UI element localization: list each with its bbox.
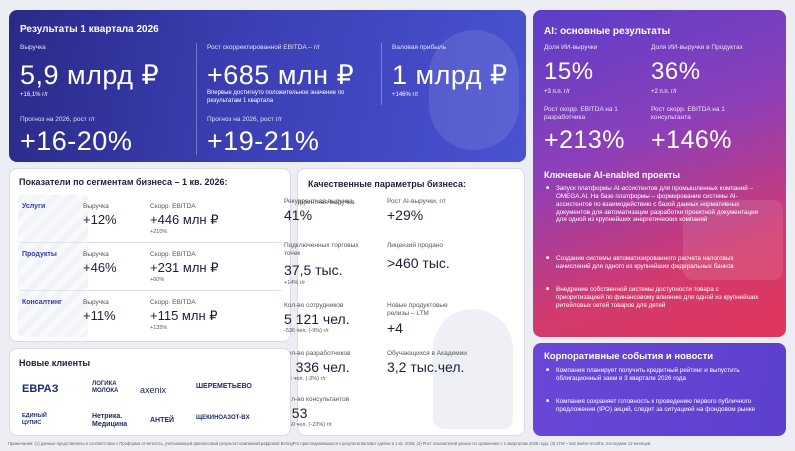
segment-rev-label: Выручка [83,251,109,258]
segment-ebitda-label: Скорр. EBITDA [150,299,196,306]
corporate-item: Компания сохраняет готовность к проведен… [546,398,756,414]
points-label: Подключенных торговых точек [284,242,359,257]
decor-rocket-icon [433,309,513,429]
releases-value: +4 [387,320,403,336]
client-logo: Нетрика. Медицина [92,413,128,428]
segment-rev-label: Выручка [83,299,109,306]
gross-label: Валовая прибыль [392,44,447,51]
ai-results-card: AI: основные результаты Доля ИИ-выручки … [533,10,786,337]
segment-ebitda-value: +115 млн ₽ [150,308,218,323]
corporate-card: Корпоративные события и новости Компания… [533,343,786,436]
segment-rev-value: +12% [83,212,117,227]
licenses-label: Лицензий продано [387,242,444,249]
segment-ebitda-value: +446 млн ₽ [150,212,219,227]
ai-cons-label: Рост скорр. EBITDA на 1 консультанта [651,106,725,121]
ai-project-item: Запуск платформы AI-ассистентов для пром… [546,185,766,224]
ai-products-value: 36% [651,58,701,85]
divider [381,43,382,105]
ai-projects-title: Ключевые AI-enabled проекты [544,170,681,180]
recurring-label: Рекуррентная выручка [297,199,355,206]
ebitda-value: +685 млн ₽ [207,60,355,90]
points-growth: +14% г/г [284,280,306,286]
devs-value: 3 336 чел. [284,359,350,375]
segment-ebitda-label: Скорр. EBITDA [150,203,196,210]
staff-value: 5 121 чел. [284,311,350,327]
quality-card: Качественные параметры бизнеса: Рекуррен… [297,168,525,436]
ai-share-growth: +3 п.п. г/г [544,89,571,95]
segments-title: Показатели по сегментам бизнеса – 1 кв. … [19,177,228,187]
points-value: 37,5 тыс. [284,262,343,278]
ai-project-item: Создание системы автоматизированного рас… [546,255,761,271]
client-logo: АНТЕЙ [150,417,175,424]
segment-name: Продукты [22,251,57,258]
forecast-ebitda-value: +19-21% [207,126,320,156]
client-logo: ЕДИНЫЙ ЦУПИС [22,413,47,426]
forecast-revenue-value: +16-20% [20,126,133,156]
q1-title: Результаты 1 квартала 2026 [20,24,159,35]
revenue-growth: +16,1% г/г [20,92,49,98]
academy-value: 3,2 тыс.чел. [387,359,465,375]
quality-title: Качественные параметры бизнеса: [308,179,466,189]
corporate-title: Корпоративные события и новости [544,351,714,362]
clients-card: Новые клиенты ЕВРАЗ ЛОГИКА МОЛОКА axenix… [9,348,291,436]
ai-growth-label: Рост AI-выручки, г/г [387,198,446,205]
releases-label: Новые продуктовые релизы – LTM [387,302,448,317]
segment-ebitda-label: Скорр. EBITDA [150,251,196,258]
ai-dev-label: Рост скорр. EBITDA на 1 разработчика [544,106,618,121]
segment-name: Услуги [22,203,46,210]
decor-letters [18,195,88,337]
forecast-ebitda-label: Прогноз на 2026, рост г/г [207,116,283,123]
segment-name: Консалтинг [22,299,62,306]
segments-card: Показатели по сегментам бизнеса – 1 кв. … [9,168,291,342]
q1-results-card: Результаты 1 квартала 2026 Выручка 5,9 м… [9,10,526,162]
segment-rev-value: +46% [83,260,117,275]
ebitda-note: Впервые достигнуто положительное значени… [207,90,345,104]
client-logo: ЕВРАЗ [22,383,59,395]
client-logo: ЛОГИКА МОЛОКА [92,381,119,394]
staff-growth: -536 чел. (-9%) г/г [284,328,330,334]
decor-ruble-icon [429,30,519,150]
consultants-label: Кол-во консультантов [284,396,350,403]
devs-label: Кол-во разработчиков [284,350,351,357]
footnote: Примечания: (1) данные представлены в со… [8,441,652,446]
revenue-value: 5,9 млрд ₽ [20,60,160,90]
segment-rev-value: +11% [83,308,116,323]
ai-share-value: 15% [544,58,594,85]
clients-title: Новые клиенты [19,358,91,368]
client-logo: ЩЕКИНОАЗОТ-BX [196,415,250,421]
ai-dev-value: +213% [544,126,626,154]
divider [196,43,197,155]
academy-label: Обучающихся в Академии [387,350,467,357]
revenue-label: Выручка [20,44,46,51]
gross-growth: +146% г/г [392,92,419,98]
consultants-growth: -160 чел. (-23%) г/г [284,422,333,428]
client-logo: ШЕРЕМЕТЬЕВО [196,383,252,390]
corporate-item: Компания планирует получить кредитный ре… [546,367,756,383]
ai-growth-value: +29% [387,207,424,223]
ai-products-label: Доля ИИ-выручки в Продуктах [651,44,743,51]
ai-products-growth: +2 п.п. г/г [651,89,678,95]
client-logo: axenix [140,385,167,395]
staff-label: Кол-во сотрудников [284,302,344,309]
segment-ebitda-growth: +210% [150,229,168,235]
gross-value: 1 млрд ₽ [392,60,508,90]
divider [20,290,282,291]
devs-growth: -96 чел. (-3%) г/г [284,376,326,382]
forecast-revenue-label: Прогноз на 2026, рост г/г [20,116,96,123]
recurring-label: Рекуррентная выручка [284,198,353,205]
segment-ebitda-value: +231 млн ₽ [150,260,219,275]
segment-rev-label: Выручка [83,203,109,210]
ai-cons-value: +146% [651,126,733,154]
recurring-value: 41% [284,207,313,223]
ai-share-label: Доля ИИ-выручки [544,44,598,51]
segment-ebitda-growth: +135% [150,325,168,331]
licenses-value: >460 тыс. [387,255,450,271]
ebitda-label: Рост скорректированной EBITDA – г/г [207,44,321,51]
ai-title: AI: основные результаты [544,26,671,37]
divider [20,242,282,243]
ai-project-item: Внедрение собственной системы доступност… [546,286,761,310]
segment-ebitda-growth: +60% [150,277,165,283]
